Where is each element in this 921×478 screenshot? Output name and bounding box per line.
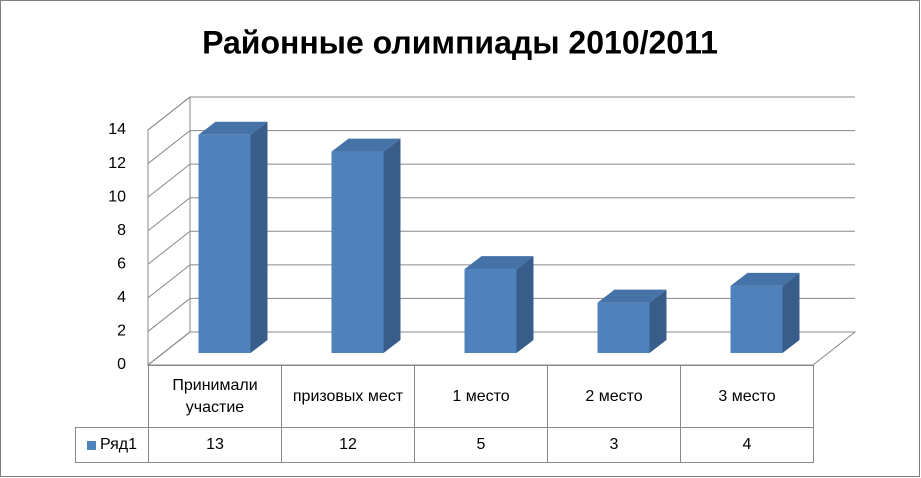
legend-swatch: [86, 440, 96, 450]
category-cell: призовых мест: [281, 365, 415, 428]
bar-top: [331, 138, 401, 152]
grid-line: [147, 230, 855, 265]
bar: [464, 269, 517, 353]
bar-top: [464, 256, 534, 270]
category-cell: 2 место: [547, 365, 681, 428]
grid-line: [147, 197, 855, 232]
bar-top: [730, 272, 800, 286]
y-tick-label: 8: [117, 222, 126, 239]
y-tick-label: 10: [108, 188, 126, 205]
bar: [331, 151, 384, 353]
grid-line: [147, 130, 855, 164]
chart-title: Районные олимпиады 2010/2011: [202, 24, 718, 60]
bar-side: [516, 256, 534, 353]
value-cell: 4: [680, 427, 814, 463]
category-cell: Принимали участие: [148, 365, 282, 428]
grid-line: [147, 163, 855, 198]
grid-line: [147, 264, 855, 299]
bar: [198, 134, 251, 353]
bar-side: [649, 289, 667, 353]
grid-line: [147, 96, 855, 131]
legend-cell: Ряд1: [75, 427, 149, 463]
y-tick-label: 0: [117, 356, 126, 373]
value-cell: 5: [414, 427, 548, 463]
bar-side: [383, 138, 401, 353]
category-cell: 1 место: [414, 365, 548, 428]
y-tick-label: 2: [117, 323, 126, 340]
value-cell: 3: [547, 427, 681, 463]
legend-label: Ряд1: [99, 436, 138, 453]
value-cell: 12: [281, 427, 415, 463]
value-cell: 13: [148, 427, 282, 463]
y-tick-label: 12: [108, 155, 126, 172]
bar-top: [198, 121, 268, 135]
bar-side: [250, 121, 268, 354]
bar: [597, 302, 650, 353]
bar-top: [597, 289, 667, 303]
y-tick-label: 4: [117, 289, 126, 306]
bar-side: [782, 272, 800, 353]
y-tick-label: 14: [108, 121, 126, 138]
y-tick-label: 6: [117, 256, 126, 273]
bar: [730, 285, 783, 353]
category-cell: 3 место: [680, 365, 814, 428]
